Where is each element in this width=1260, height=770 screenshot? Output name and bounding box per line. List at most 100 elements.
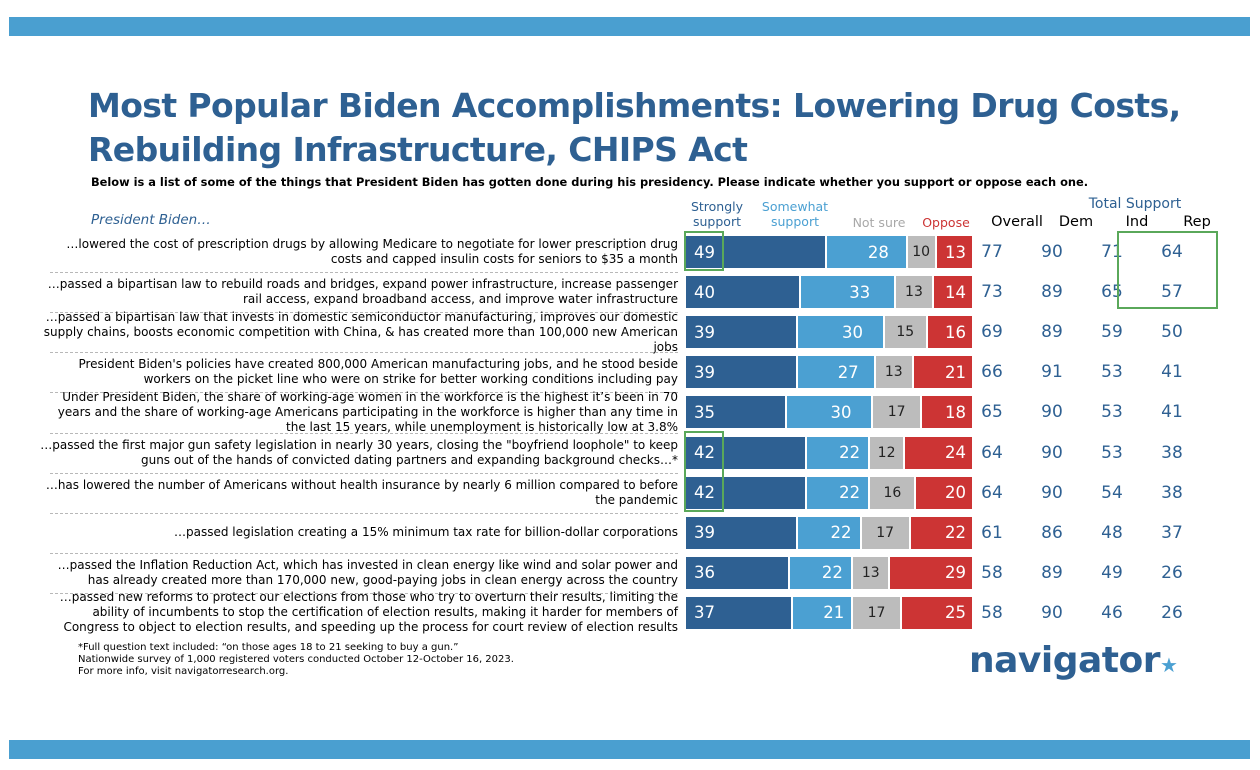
row-label: Under President Biden, the share of work… bbox=[57, 389, 678, 434]
total-support-dem: 90 bbox=[1041, 602, 1063, 623]
bar-somewhat: 28 bbox=[827, 236, 906, 268]
bar-value-label: 18 bbox=[944, 402, 966, 422]
bar-value-label: 15 bbox=[896, 324, 915, 341]
bar-value-label: 27 bbox=[837, 362, 859, 382]
bar-value-label: 22 bbox=[839, 483, 861, 503]
bar-value-label: 17 bbox=[867, 604, 886, 621]
total-support-dem: 90 bbox=[1041, 482, 1063, 503]
title-line-1: Most Popular Biden Accomplishments: Lowe… bbox=[88, 86, 1181, 125]
total-support-overall: 69 bbox=[981, 322, 1003, 343]
bar-value-label: 25 bbox=[945, 603, 966, 623]
row-label: …passed new reforms to protect our elect… bbox=[59, 590, 678, 635]
row-label: President Biden's policies have created … bbox=[78, 357, 678, 387]
bottom-banner bbox=[9, 740, 1250, 759]
bar-oppose: 20 bbox=[916, 476, 972, 509]
row-label: …passed the first major gun safety legis… bbox=[40, 437, 678, 467]
bar-not-sure: 16 bbox=[870, 476, 915, 509]
total-support-overall: 66 bbox=[981, 362, 1003, 383]
bar-not-sure: 17 bbox=[873, 396, 921, 429]
row-separator bbox=[50, 392, 678, 394]
total-support-ind: 54 bbox=[1101, 482, 1123, 503]
total-support-dem: 91 bbox=[1041, 362, 1063, 383]
bar-not-sure: 13 bbox=[876, 356, 912, 389]
total-support-dem: 89 bbox=[1041, 322, 1063, 343]
bar-value-label: 10 bbox=[912, 244, 931, 260]
row-header: President Biden… bbox=[91, 212, 211, 228]
bar-oppose: 29 bbox=[890, 556, 972, 589]
legend-oppose: Oppose bbox=[922, 215, 970, 230]
bar-value-label: 17 bbox=[887, 404, 906, 421]
bar-value-label: 30 bbox=[830, 402, 852, 422]
col-ind: Ind bbox=[1125, 214, 1149, 230]
bar-value-label: 22 bbox=[839, 443, 861, 462]
bar-strong: 39 bbox=[686, 516, 797, 549]
col-rep: Rep bbox=[1183, 214, 1211, 230]
bar-value-label: 13 bbox=[905, 284, 923, 301]
row-label: …passed legislation creating a 15% minim… bbox=[174, 525, 678, 540]
row-label: …passed the Inflation Reduction Act, whi… bbox=[57, 557, 678, 587]
total-support-ind: 46 bbox=[1101, 602, 1123, 623]
bar-strong: 42 bbox=[686, 476, 805, 509]
bar-value-label: 21 bbox=[823, 603, 845, 623]
row-separator bbox=[50, 352, 678, 354]
bar-value-label: 40 bbox=[694, 282, 715, 302]
total-support-overall: 65 bbox=[981, 402, 1003, 423]
total-support-dem: 86 bbox=[1041, 522, 1063, 543]
row-label: …passed a bipartisan law to rebuild road… bbox=[47, 277, 678, 307]
bar-value-label: 22 bbox=[821, 563, 843, 583]
total-support-ind: 53 bbox=[1101, 402, 1123, 423]
total-support-dem: 89 bbox=[1041, 562, 1063, 583]
page-title: Most Popular Biden Accomplishments: Lowe… bbox=[88, 84, 1208, 172]
bar-value-label: 12 bbox=[877, 444, 896, 461]
bar-not-sure: 15 bbox=[884, 316, 926, 349]
bar-value-label: 16 bbox=[883, 484, 902, 501]
total-support-dem: 89 bbox=[1041, 282, 1063, 303]
bar-somewhat: 21 bbox=[792, 596, 852, 629]
bar-somewhat: 22 bbox=[806, 436, 869, 469]
bar-oppose: 22 bbox=[910, 516, 972, 549]
logo-star-icon: ★ bbox=[1160, 653, 1178, 677]
row-separator bbox=[50, 552, 678, 554]
bar-somewhat: 22 bbox=[798, 516, 860, 549]
bar-value-label: 13 bbox=[861, 564, 880, 581]
total-support-rep: 41 bbox=[1161, 402, 1183, 423]
bar-oppose: 25 bbox=[902, 596, 972, 629]
bar-value-label: 39 bbox=[694, 362, 715, 382]
bar-oppose: 13 bbox=[936, 236, 972, 268]
row-separator bbox=[50, 472, 678, 474]
total-support-overall: 73 bbox=[981, 282, 1003, 303]
bar-somewhat: 22 bbox=[789, 556, 852, 589]
footnote-1: *Full question text included: “on those … bbox=[78, 642, 459, 653]
legend-strongly-support: Strongly support bbox=[690, 199, 744, 229]
bar-oppose: 21 bbox=[913, 356, 972, 389]
highlight-box-ind-rep bbox=[1117, 231, 1218, 309]
total-support-ind: 53 bbox=[1101, 442, 1123, 463]
row-label: …lowered the cost of prescription drugs … bbox=[66, 237, 678, 266]
row-separator bbox=[50, 272, 678, 274]
bar-value-label: 29 bbox=[944, 563, 966, 583]
bar-oppose: 18 bbox=[922, 396, 972, 429]
bar-value-label: 13 bbox=[884, 364, 903, 381]
highlight-box-strong-rows6-7 bbox=[684, 431, 724, 512]
bar-value-label: 49 bbox=[694, 242, 715, 262]
row-separator bbox=[50, 592, 678, 594]
bar-value-label: 22 bbox=[830, 523, 852, 543]
bar-not-sure: 17 bbox=[861, 516, 909, 549]
total-support-ind: 59 bbox=[1101, 322, 1123, 343]
total-support-rep: 38 bbox=[1161, 482, 1183, 503]
bar-value-label: 35 bbox=[694, 402, 715, 422]
top-banner bbox=[9, 17, 1250, 36]
bar-value-label: 42 bbox=[694, 443, 715, 462]
total-support-ind: 48 bbox=[1101, 522, 1123, 543]
total-support-rep: 38 bbox=[1161, 442, 1183, 463]
bar-value-label: 13 bbox=[944, 242, 966, 262]
total-support-overall: 58 bbox=[981, 602, 1003, 623]
bar-value-label: 24 bbox=[944, 443, 966, 462]
total-support-rep: 41 bbox=[1161, 362, 1183, 383]
bar-oppose: 14 bbox=[933, 276, 972, 309]
total-support-rep: 64 bbox=[1161, 242, 1183, 262]
bar-somewhat: 30 bbox=[798, 316, 883, 349]
bar-not-sure: 12 bbox=[870, 436, 903, 469]
total-support-overall: 64 bbox=[981, 442, 1003, 463]
footnote-2: Nationwide survey of 1,000 registered vo… bbox=[78, 654, 514, 665]
